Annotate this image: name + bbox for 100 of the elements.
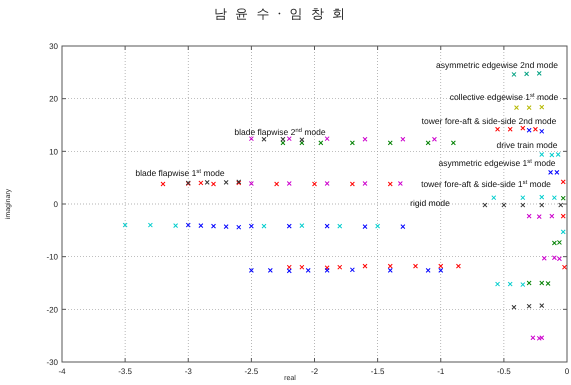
point [413,264,418,269]
point [526,105,532,110]
x-tick-label: -1 [437,367,445,376]
chart-title: 남 윤 수 · 임 창 회 [214,7,347,22]
point [532,126,538,132]
point [388,140,393,146]
point [552,195,557,200]
x-tick-label: 0 [564,367,570,376]
point [539,335,544,340]
annotation: rigid mode [410,198,450,208]
point [173,223,178,228]
point [362,264,368,269]
point [350,267,355,272]
point [526,214,532,219]
point [495,126,500,132]
point [350,181,355,186]
point [539,104,544,110]
point [560,196,566,201]
point [508,126,513,132]
point [388,264,393,269]
annotation: asymmetric edgewise 2nd mode [436,60,558,70]
point [539,202,544,208]
point [299,223,304,228]
point [388,181,393,186]
point [501,202,506,208]
y-tick-label: -20 [46,305,59,314]
point [438,268,444,273]
annotation: collective edgewise 1$^{st}$ mode [450,92,559,102]
point [520,202,526,208]
annotation: asymmetric edgewise 1$^{st}$ mode [438,158,556,168]
point [456,264,461,269]
point [299,264,304,270]
point [286,264,292,270]
point [148,222,153,228]
point [312,181,317,186]
point [562,264,567,270]
point [286,268,292,274]
point [306,268,311,273]
point [542,256,547,261]
point [248,224,254,229]
point [280,140,286,146]
point [299,140,304,146]
point [398,180,403,186]
point [268,268,273,273]
point [511,72,516,77]
x-tick-label: -1.5 [370,367,386,376]
point [160,181,166,186]
point [211,224,216,229]
point [520,282,526,288]
point [526,280,532,286]
y-tick-label: -30 [46,358,59,367]
point [211,181,216,186]
point [520,126,526,131]
y-tick-label: 30 [49,42,59,51]
annotation: blade flapwise 1$^{st}$ mode [135,168,225,178]
point [224,224,229,230]
point [400,224,406,230]
point [495,282,500,287]
point [236,224,242,230]
x-tick-label: -3 [184,367,192,376]
point [324,268,330,273]
point [536,70,542,76]
point [526,304,532,309]
point [280,136,286,142]
y-tick-label: 0 [54,200,59,209]
point [514,105,519,110]
point [426,268,431,273]
point [549,214,554,219]
y-tick-label: 20 [49,94,59,104]
point [198,223,204,228]
y-tick-label: 10 [49,147,59,156]
point [324,265,330,270]
point [324,224,330,229]
point [262,136,266,142]
point [558,202,564,208]
point [536,214,542,220]
point [248,180,254,186]
x-tick-label: -4 [58,367,66,376]
point [362,224,368,230]
point [524,71,530,76]
x-tick-label: -0.5 [496,367,512,376]
point [337,264,342,270]
point [539,303,544,308]
point [122,222,128,228]
point [318,140,324,146]
point [375,224,380,229]
point [204,180,210,185]
point [248,268,254,273]
annotation: blade flapwise 2$^{nd}$ mode [234,127,326,137]
point [286,180,292,186]
point [560,229,566,234]
x-tick-label: -2 [310,367,319,376]
point [482,202,488,208]
point [350,140,355,146]
point [388,268,393,273]
point [520,195,526,200]
point [450,140,456,146]
annotation: drive train mode [496,140,558,150]
point [526,128,532,133]
point [508,282,513,287]
